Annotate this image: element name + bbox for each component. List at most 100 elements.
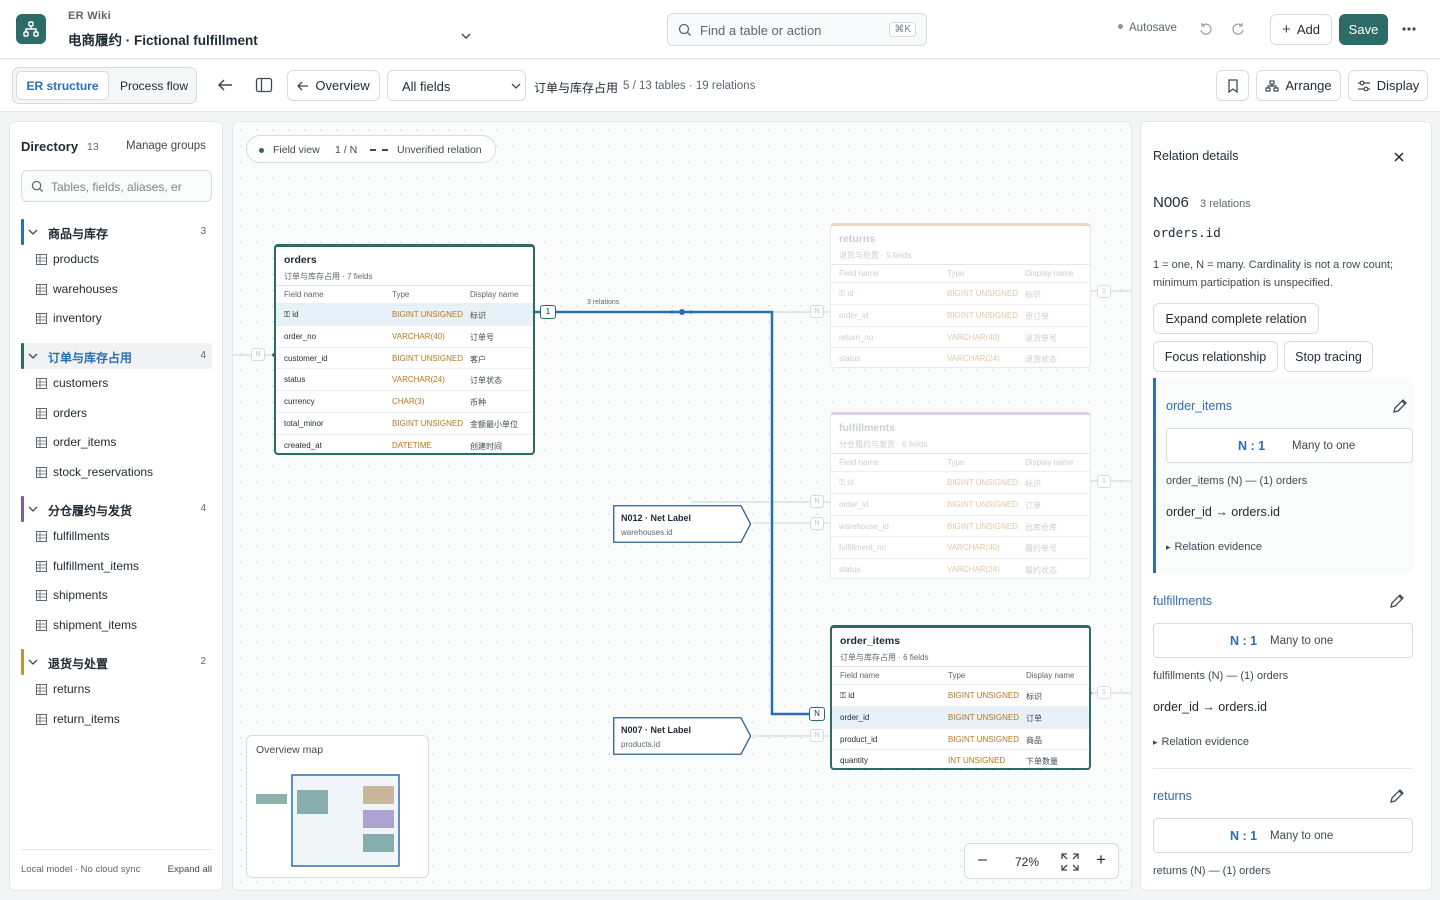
close-icon[interactable] [1394,152,1404,162]
er-table-orders[interactable]: orders 订单与库存占用 · 7 fields Field name Type Di… [274,244,535,455]
manage-groups-link[interactable]: Manage groups [126,140,206,152]
sidebar-group[interactable]: 分仓履约与发货 4 [21,496,212,522]
net-label-n007[interactable]: N007 · Net Label products.id [613,717,752,755]
add-button[interactable]: + Add [1270,14,1332,45]
table-field-row[interactable]: order_id BIGINT UNSIGNED 原订单 [831,303,1090,326]
table-field-row[interactable]: product_id BIGINT UNSIGNED 商品 [832,727,1089,750]
zoom-in-icon[interactable]: + [1096,850,1106,869]
expand-relation-button[interactable]: Expand complete relation [1153,303,1319,334]
tab-process-flow[interactable]: Process flow [119,78,189,93]
sidebar-item-orders[interactable]: orders [34,403,212,425]
directory-sidebar: Directory 13 Manage groups Tables, field… [9,121,223,891]
stop-tracing-button[interactable]: Stop tracing [1284,341,1373,372]
table-name: returns [53,682,91,696]
table-field-row[interactable]: ⚿ id BIGINT UNSIGNED 标识 [831,282,1090,304]
field-name: ⚿ id [839,289,854,298]
relation-item-order-items[interactable]: order_items N : 1 Many to one order_item… [1153,378,1413,573]
app-logo-icon[interactable] [16,14,46,44]
tab-er-structure[interactable]: ER structure [16,71,109,100]
table-field-row[interactable]: ⚿ id BIGINT UNSIGNED 标识 [276,303,533,325]
overview-minimap[interactable]: Overview map [246,735,429,878]
table-field-row[interactable]: ⚿ id BIGINT UNSIGNED 标识 [831,471,1090,493]
table-field-row[interactable]: order_id BIGINT UNSIGNED 订单 [831,492,1090,515]
sidebar-group[interactable]: 订单与库存占用 4 [21,343,212,369]
chevron-down-icon[interactable] [460,30,472,42]
chevron-down-icon[interactable] [28,351,38,361]
global-search-input[interactable]: Find a table or action ⌘K [667,13,927,46]
sidebar-item-shipment-items[interactable]: shipment_items [34,615,212,637]
overview-button[interactable]: Overview [287,70,380,101]
autosave-status[interactable]: Autosave [1118,22,1177,34]
table-field-row[interactable]: warehouse_id BIGINT UNSIGNED 出库仓库 [831,514,1090,537]
back-arrow-icon[interactable] [216,77,234,93]
project-selector[interactable]: 电商履约 · Fictional fulfillment [68,33,258,48]
er-canvas[interactable]: Field view 1 / N Unverified relation 3 r… [232,121,1132,891]
sidebar-group[interactable]: 退货与处置 2 [21,649,212,675]
table-field-row[interactable]: status VARCHAR(24) 履约状态 [831,558,1090,578]
group-name: 商品与库存 [48,227,109,241]
table-field-row[interactable]: ⚿ id BIGINT UNSIGNED 标识 [832,684,1089,706]
cardinality-many-marker: N [810,305,824,318]
sidebar-item-shipments[interactable]: shipments [34,585,212,607]
table-field-row[interactable]: currency CHAR(3) 币种 [276,390,533,412]
zoom-out-icon[interactable]: – [978,851,987,868]
relation-table-link[interactable]: order_items [1166,399,1232,413]
sidebar-item-fulfillment-items[interactable]: fulfillment_items [34,556,212,578]
table-field-row[interactable]: order_id BIGINT UNSIGNED 订单 [832,705,1089,728]
field-name: warehouse_id [839,521,889,531]
sidebar-item-customers[interactable]: customers [34,373,212,395]
chevron-down-icon[interactable] [28,657,38,667]
table-icon [36,283,47,295]
table-name: fulfillment_items [53,558,140,573]
more-icon[interactable] [1400,21,1418,37]
save-button[interactable]: Save [1339,14,1388,45]
relation-table-link[interactable]: fulfillments [1153,594,1213,608]
directory-search-input[interactable]: Tables, fields, aliases, er [21,170,212,202]
sidebar-toggle-icon[interactable] [255,77,273,93]
edit-pencil-icon[interactable] [1392,398,1408,414]
redo-icon[interactable] [1230,21,1246,37]
er-table-fulfillments[interactable]: fulfillments 分仓履约与发货 · 6 fields Field name… [830,412,1091,579]
table-field-row[interactable]: status VARCHAR(24) 退货状态 [831,347,1090,367]
relation-item-fulfillments[interactable]: fulfillments N : 1 Many to one fulfillme… [1153,573,1413,768]
fit-screen-icon[interactable] [1061,853,1079,871]
table-icon [36,407,47,419]
table-field-row[interactable]: status VARCHAR(24) 订单状态 [276,368,533,390]
relation-item-returns[interactable]: returns N : 1 Many to one returns (N) — … [1153,768,1413,890]
sidebar-item-return-items[interactable]: return_items [34,709,212,731]
table-field-row[interactable]: quantity INT UNSIGNED 下单数量 [832,749,1089,768]
sidebar-item-products[interactable]: products [34,249,212,271]
display-button[interactable]: Display [1348,70,1428,101]
group-color-bar [21,219,24,245]
sidebar-group[interactable]: 商品与库存 3 [21,219,212,245]
edit-pencil-icon[interactable] [1389,593,1405,609]
sidebar-item-inventory[interactable]: inventory [34,308,212,330]
field-filter-select[interactable]: All fields [387,70,526,101]
sidebar-item-order-items[interactable]: order_items [34,432,212,454]
edit-pencil-icon[interactable] [1389,788,1405,804]
undo-icon[interactable] [1198,21,1214,37]
table-field-row[interactable]: created_at DATETIME 创建时间 [276,433,533,453]
table-field-row[interactable]: order_no VARCHAR(40) 订单号 [276,324,533,347]
arrange-button[interactable]: Arrange [1256,70,1341,101]
expand-all-link[interactable]: Expand all [167,864,212,875]
field-display-name: 客户 [470,354,486,364]
bookmark-button[interactable] [1216,70,1249,101]
relation-evidence-toggle[interactable]: Relation evidence [1166,541,1262,553]
table-field-row[interactable]: customer_id BIGINT UNSIGNED 客户 [276,346,533,369]
focus-relationship-button[interactable]: Focus relationship [1153,341,1278,372]
net-label-n012[interactable]: N012 · Net Label warehouses.id [613,505,752,543]
chevron-down-icon[interactable] [28,227,38,237]
relation-table-link[interactable]: returns [1153,789,1192,803]
table-field-row[interactable]: total_minor BIGINT UNSIGNED 金额最小单位 [276,412,533,434]
er-table-order-items[interactable]: order_items 订单与库存占用 · 6 fields Field name T… [830,625,1091,771]
sidebar-item-fulfillments[interactable]: fulfillments [34,526,212,548]
relation-evidence-toggle[interactable]: Relation evidence [1153,736,1249,748]
table-field-row[interactable]: return_no VARCHAR(40) 退货单号 [831,325,1090,348]
chevron-down-icon[interactable] [28,504,38,514]
sidebar-item-returns[interactable]: returns [34,679,212,701]
sidebar-item-warehouses[interactable]: warehouses [34,279,212,301]
er-table-returns[interactable]: returns 退货与处置 · 5 fields Field name Type Dis… [830,223,1091,369]
table-field-row[interactable]: fulfillment_no VARCHAR(40) 履约单号 [831,536,1090,558]
sidebar-item-stock-reservations[interactable]: stock_reservations [34,462,212,484]
